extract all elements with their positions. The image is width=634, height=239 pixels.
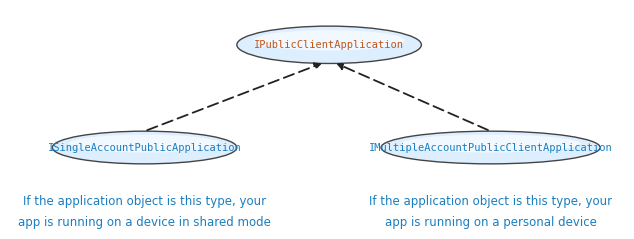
Text: If the application object is this type, your: If the application object is this type, … <box>23 195 266 208</box>
Ellipse shape <box>69 135 220 152</box>
Ellipse shape <box>381 131 600 164</box>
Text: IMultipleAccountPublicClientApplication: IMultipleAccountPublicClientApplication <box>369 142 612 152</box>
Text: ISingleAccountPublicApplication: ISingleAccountPublicApplication <box>48 142 242 152</box>
Text: app is running on a personal device: app is running on a personal device <box>385 216 597 229</box>
Text: app is running on a device in shared mode: app is running on a device in shared mod… <box>18 216 271 229</box>
Text: If the application object is this type, your: If the application object is this type, … <box>369 195 612 208</box>
Text: IPublicClientApplication: IPublicClientApplication <box>254 40 404 50</box>
Ellipse shape <box>401 135 580 152</box>
Ellipse shape <box>237 26 422 64</box>
Ellipse shape <box>254 30 404 51</box>
Ellipse shape <box>53 131 237 164</box>
